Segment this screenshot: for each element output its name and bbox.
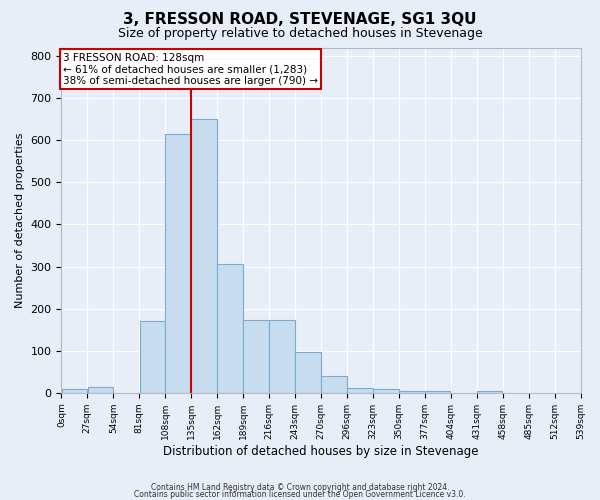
Text: 3, FRESSON ROAD, STEVENAGE, SG1 3QU: 3, FRESSON ROAD, STEVENAGE, SG1 3QU: [123, 12, 477, 28]
Bar: [295, 352, 320, 393]
Text: 3 FRESSON ROAD: 128sqm
← 61% of detached houses are smaller (1,283)
38% of semi-: 3 FRESSON ROAD: 128sqm ← 61% of detached…: [64, 52, 319, 86]
Text: Size of property relative to detached houses in Stevenage: Size of property relative to detached ho…: [118, 28, 482, 40]
Bar: [425, 390, 451, 393]
Bar: [62, 390, 87, 393]
Bar: [399, 390, 425, 393]
Bar: [244, 320, 269, 393]
Text: Contains public sector information licensed under the Open Government Licence v3: Contains public sector information licen…: [134, 490, 466, 499]
Bar: [140, 322, 165, 393]
Bar: [191, 119, 217, 393]
Bar: [166, 134, 191, 393]
Bar: [321, 376, 347, 393]
Bar: [477, 390, 502, 393]
X-axis label: Distribution of detached houses by size in Stevenage: Distribution of detached houses by size …: [163, 444, 479, 458]
Y-axis label: Number of detached properties: Number of detached properties: [15, 132, 25, 308]
Bar: [217, 264, 243, 393]
Bar: [269, 320, 295, 393]
Bar: [88, 387, 113, 393]
Text: Contains HM Land Registry data © Crown copyright and database right 2024.: Contains HM Land Registry data © Crown c…: [151, 484, 449, 492]
Bar: [373, 390, 398, 393]
Bar: [347, 388, 373, 393]
